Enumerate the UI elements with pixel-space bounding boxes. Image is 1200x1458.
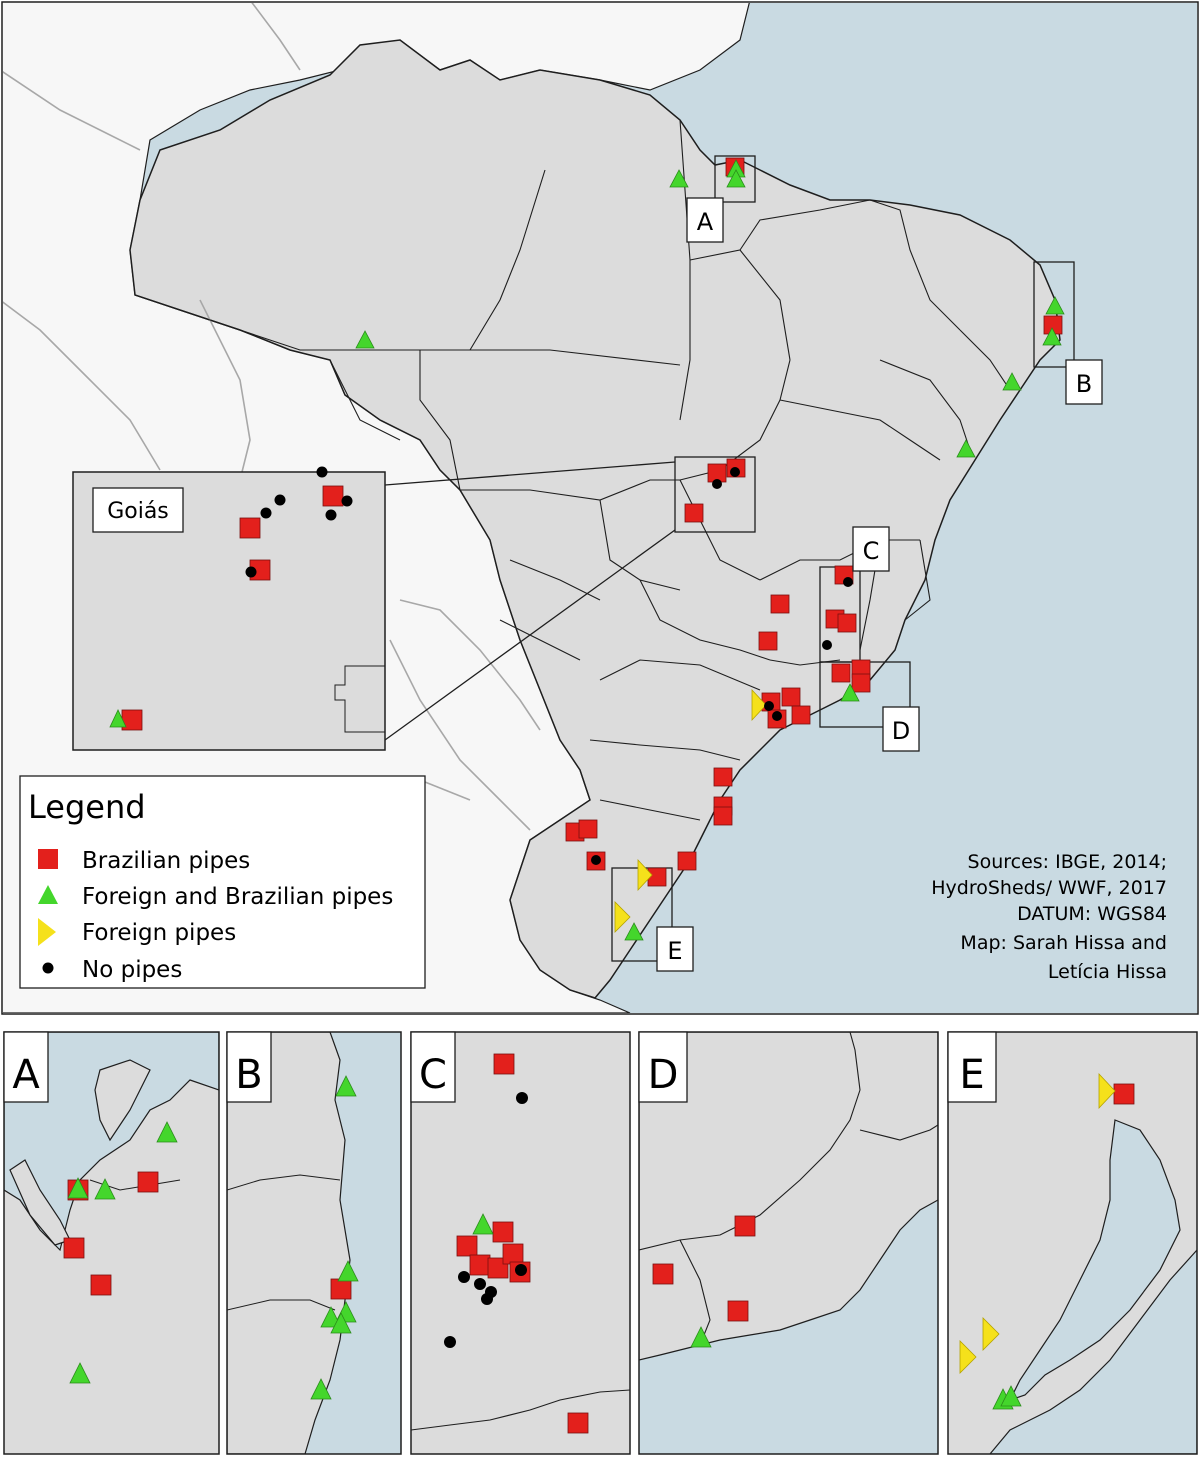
svg-text:Letícia Hissa: Letícia Hissa <box>1048 961 1167 983</box>
foreign-and-brazilian-markers <box>355 159 1065 941</box>
box-letter-labels: A B C D E <box>656 197 1103 972</box>
no-pipe-markers <box>591 467 853 865</box>
goias-label-box <box>92 487 184 533</box>
legend: Legend Brazilian pipes Foreign and Brazi… <box>19 775 426 989</box>
panel-b: B <box>226 1031 402 1455</box>
panel-d: D <box>638 1031 939 1455</box>
panel-b-label: B <box>235 1052 262 1098</box>
svg-text:Sources: IBGE, 2014;: Sources: IBGE, 2014; <box>968 851 1167 873</box>
svg-text:A: A <box>697 208 714 236</box>
panel-c-label: C <box>419 1052 447 1098</box>
sources-text: Sources: IBGE, 2014; HydroSheds/ WWF, 20… <box>931 851 1167 983</box>
panel-e: E <box>947 1031 1198 1455</box>
foreign-pipe-markers <box>614 688 767 933</box>
legend-label-foreign: Foreign pipes <box>82 920 236 946</box>
square-icon <box>38 849 58 869</box>
legend-title: Legend <box>28 788 146 826</box>
brazilian-pipe-markers <box>565 157 1063 887</box>
svg-text:D: D <box>892 717 910 745</box>
svg-text:C: C <box>863 537 880 565</box>
panel-e-label: E <box>959 1052 984 1098</box>
svg-text:DATUM: WGS84: DATUM: WGS84 <box>1017 903 1167 925</box>
right-triangle-icon <box>38 918 56 946</box>
circle-icon <box>42 962 54 974</box>
legend-label-brazilian: Brazilian pipes <box>82 848 250 874</box>
goias-inset: Goiás <box>72 466 386 751</box>
triangle-icon <box>38 885 58 904</box>
panel-d-label: D <box>648 1052 679 1098</box>
legend-label-none: No pipes <box>82 957 182 983</box>
panel-a-label: A <box>12 1052 40 1098</box>
svg-text:HydroSheds/ WWF, 2017: HydroSheds/ WWF, 2017 <box>931 877 1167 899</box>
main-map: Goiás <box>3 3 1197 1013</box>
panel-a: A <box>3 1031 220 1455</box>
svg-text:Map: Sarah Hissa and: Map: Sarah Hissa and <box>960 932 1167 954</box>
panel-c: C <box>410 1031 631 1455</box>
svg-text:B: B <box>1076 370 1092 398</box>
svg-text:E: E <box>667 937 682 965</box>
goias-label: Goiás <box>107 499 169 524</box>
legend-label-foreign-brazilian: Foreign and Brazilian pipes <box>82 884 393 910</box>
